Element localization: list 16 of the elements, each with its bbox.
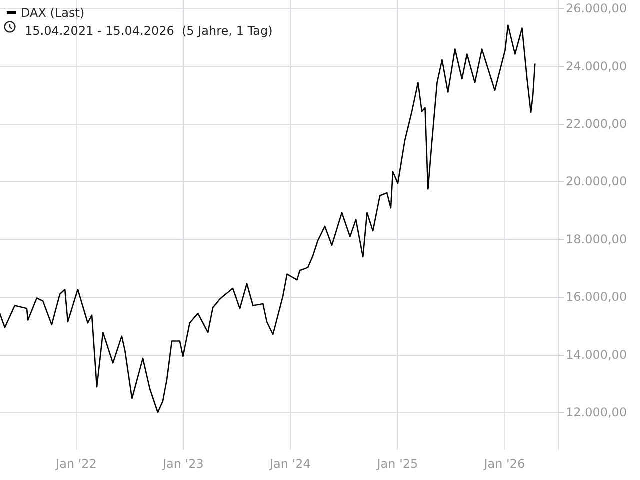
- x-tick-label: Jan '25: [376, 457, 418, 471]
- y-tick-label: 20.000,00: [566, 174, 628, 189]
- x-tick-label: Jan '23: [162, 457, 204, 471]
- x-tick-label: Jan '26: [483, 457, 526, 471]
- y-tick-label: 26.000,00: [566, 2, 628, 16]
- text: 15.04.2021 - 15.04.2026 (5 Jahre, 1 Tag): [25, 24, 273, 38]
- legend-label: DAX (Last): [21, 6, 85, 20]
- y-tick-label: 22.000,00: [566, 117, 628, 132]
- y-tick-label: 18.000,00: [566, 232, 628, 246]
- y-tick-label: 12.000,00: [566, 406, 628, 420]
- y-tick-label: 14.000,00: [566, 348, 628, 362]
- x-tick-label: Jan '22: [55, 457, 97, 471]
- y-tick-label: 24.000,00: [566, 59, 628, 74]
- line-series: [0, 24, 536, 414]
- y-tick-label: 16.000,00: [566, 290, 628, 304]
- x-tick-label: Jan '24: [268, 457, 311, 471]
